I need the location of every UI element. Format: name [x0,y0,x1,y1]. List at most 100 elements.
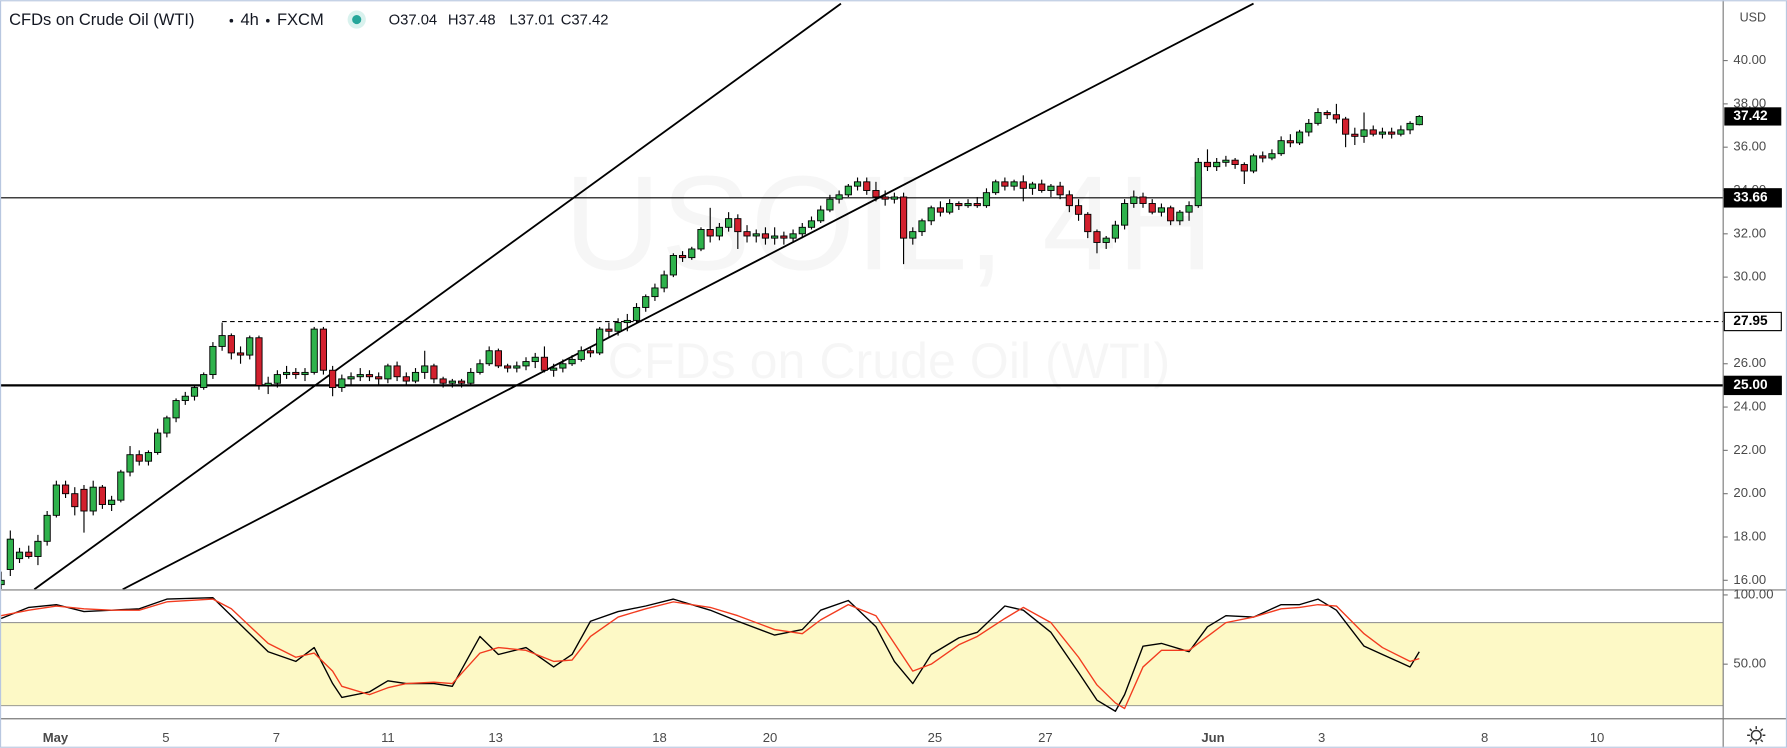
candle-body [421,365,429,373]
candle-body [430,365,438,380]
candle-body [909,231,917,239]
candle-body [1203,161,1212,168]
candle-body [1406,122,1414,131]
candle-body [1305,122,1313,133]
candle [15,547,24,563]
candle-body [513,365,521,369]
y-tick-label: 30.00 [1733,269,1766,284]
candle-body [1222,159,1230,163]
candle-body [1019,181,1027,189]
candle-body [89,486,97,512]
oscillator-pane [0,597,1724,712]
candle [1001,177,1009,191]
candle-body [43,514,51,542]
candle [34,534,42,566]
candle [1010,179,1018,191]
candle-body [780,235,788,239]
candle [1332,103,1340,124]
gear-ring [1750,729,1762,741]
candle-body [411,371,420,382]
candle [789,229,797,243]
candle [1295,129,1304,146]
candle-body [1148,203,1156,213]
candle [117,469,125,503]
candle [522,357,530,371]
candle [1056,181,1064,200]
candle [1369,125,1377,137]
y-tick-label: 24.00 [1733,399,1766,414]
symbol[interactable]: CFDs on Crude Oil (WTI) [9,10,194,29]
candle [586,346,595,358]
overbought-oversold-band [0,622,1724,706]
candle-body [108,499,116,505]
candle [319,326,328,375]
candle-body [246,337,254,356]
candle [264,376,272,395]
y-tick-label: 100.00 [1733,586,1773,601]
candle [144,450,153,466]
candle [126,446,134,477]
candle [108,495,116,512]
candle [421,350,429,379]
y-tick-label: 20.00 [1733,485,1766,500]
candle-body [227,335,235,354]
watermark: USOIL, 4H CFDs on Crude Oil (WTI) [564,148,1214,389]
candle [1038,179,1046,193]
candle-body [623,319,631,324]
gear-teeth [1747,726,1766,745]
candle [669,253,677,278]
interval[interactable]: 4h [240,10,258,29]
candle [98,485,106,509]
candle [439,376,447,388]
candle [660,270,668,293]
y-tick-label: 22.00 [1733,442,1766,457]
candle [476,359,484,375]
candle-body [71,493,79,508]
market-status[interactable] [352,15,362,25]
candle-body [15,551,24,560]
candle [236,346,245,364]
candle-body [1249,155,1258,172]
candle [356,368,364,382]
candle [1406,121,1414,135]
candle-body [356,374,364,378]
candle [1185,201,1193,221]
candle-body [448,380,456,384]
candle-body [973,203,981,207]
candle [1323,110,1331,120]
candle-body [955,203,963,207]
candle-body [1167,207,1175,222]
candle [347,372,355,386]
candle [715,222,723,241]
candle [531,352,539,369]
candle [227,333,235,360]
candle [375,372,383,386]
oscillator-line [0,598,1420,710]
candle-body [1213,161,1221,168]
candle-body [467,371,475,384]
candle [1415,115,1423,126]
candle-body [918,220,926,233]
candle [89,480,97,516]
candle-body [117,471,125,501]
level-label: 27.95 [1733,313,1768,328]
candle [1268,149,1276,161]
settings-icon[interactable] [1747,726,1766,745]
y-tick-label: 38.00 [1733,95,1766,110]
candle [614,318,622,336]
candle-body [25,551,33,557]
watermark-subtitle: CFDs on Crude Oil (WTI) [608,333,1171,389]
candle [1019,175,1027,202]
candle-body [743,231,751,237]
candle [1213,158,1221,172]
candle-body [347,376,355,380]
candle-body [964,203,972,207]
candle [982,188,991,208]
candle [955,201,963,210]
candle-body [1351,133,1359,137]
candle [688,246,696,260]
candle-body [817,209,825,222]
candle-body [550,367,558,371]
candle-body [209,345,217,376]
candle [706,207,714,243]
